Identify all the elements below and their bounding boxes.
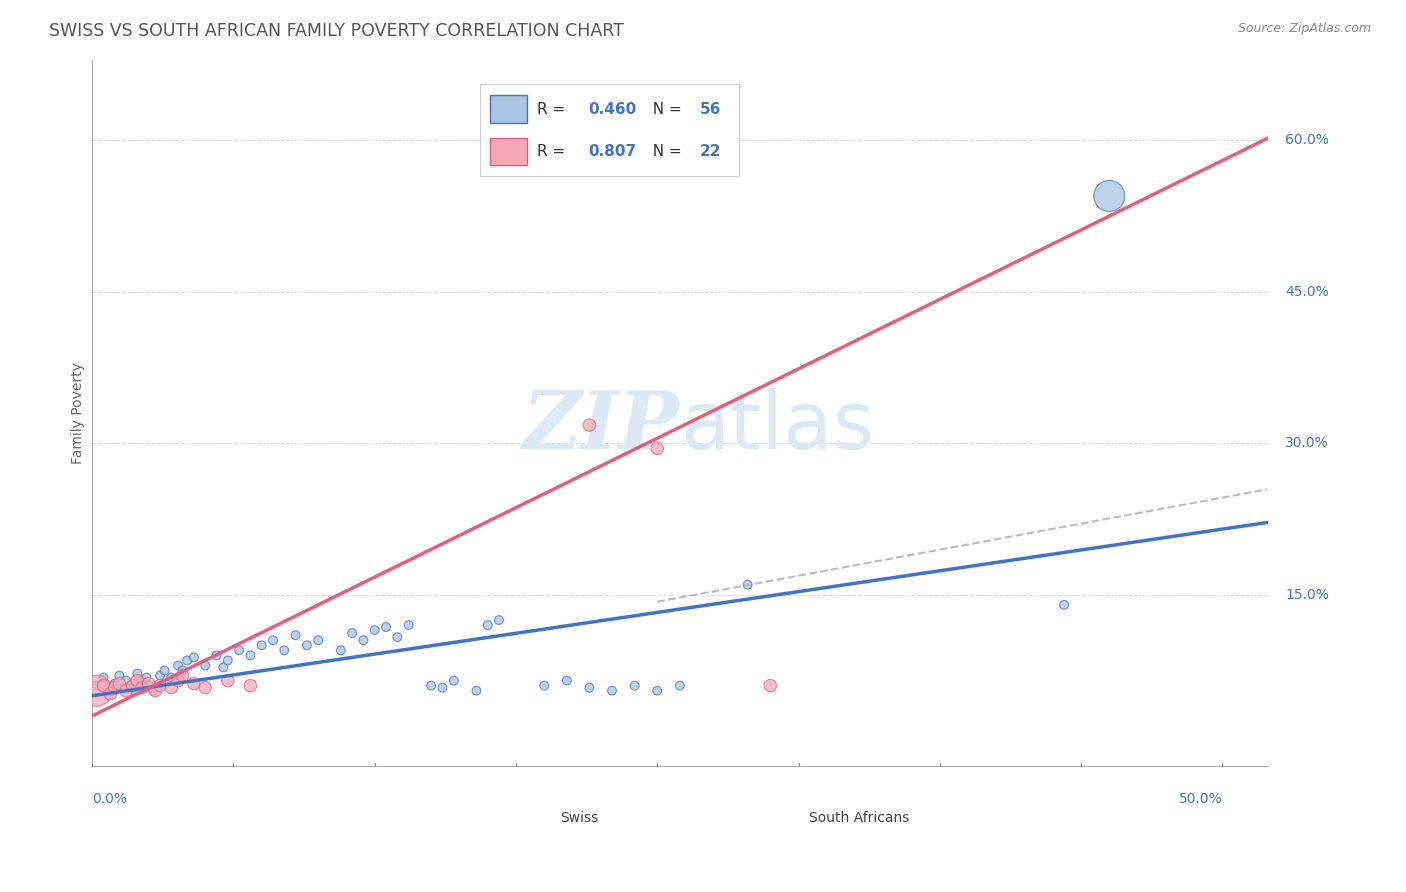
Point: [228, 643, 250, 657]
Point: [578, 418, 600, 433]
Point: [239, 679, 262, 693]
Text: Source: ZipAtlas.com: Source: ZipAtlas.com: [1237, 22, 1371, 36]
Point: [375, 620, 398, 634]
Point: [1098, 189, 1121, 203]
Point: [759, 679, 782, 693]
Point: [172, 668, 194, 682]
Point: [364, 623, 387, 637]
Point: [160, 671, 183, 685]
Text: 30.0%: 30.0%: [1285, 436, 1329, 450]
Point: [205, 648, 228, 663]
Text: atlas: atlas: [681, 388, 875, 467]
Point: [212, 660, 235, 674]
Point: [142, 683, 165, 698]
Point: [115, 683, 138, 698]
Point: [138, 676, 160, 690]
Point: [239, 648, 262, 663]
Point: [340, 626, 363, 640]
Point: [93, 671, 115, 685]
Point: [194, 681, 217, 695]
Point: [273, 643, 295, 657]
Text: South Africans: South Africans: [808, 811, 910, 825]
Point: [398, 618, 420, 632]
Point: [149, 668, 172, 682]
Point: [98, 687, 121, 701]
Text: 15.0%: 15.0%: [1285, 588, 1329, 602]
Point: [669, 679, 692, 693]
Y-axis label: Family Poverty: Family Poverty: [72, 362, 86, 464]
Point: [352, 633, 374, 648]
Point: [533, 679, 555, 693]
Point: [194, 658, 217, 673]
Point: [623, 679, 645, 693]
Point: [97, 681, 120, 695]
Point: [160, 681, 183, 695]
Text: SWISS VS SOUTH AFRICAN FAMILY POVERTY CORRELATION CHART: SWISS VS SOUTH AFRICAN FAMILY POVERTY CO…: [49, 22, 624, 40]
Point: [108, 676, 131, 690]
Point: [284, 628, 307, 642]
Point: [217, 673, 239, 688]
Point: [578, 681, 600, 695]
Point: [217, 653, 239, 667]
Point: [86, 679, 108, 693]
Point: [488, 613, 510, 627]
Text: 60.0%: 60.0%: [1285, 134, 1329, 147]
Point: [250, 638, 273, 652]
Point: [262, 633, 284, 648]
Point: [443, 673, 465, 688]
Point: [131, 673, 153, 688]
Point: [145, 683, 167, 698]
Point: [149, 679, 172, 693]
Point: [167, 673, 190, 688]
Point: [127, 673, 149, 688]
Point: [645, 442, 668, 456]
Point: [555, 673, 578, 688]
Point: [307, 633, 329, 648]
Point: [477, 618, 499, 632]
Point: [645, 683, 668, 698]
Text: 50.0%: 50.0%: [1178, 792, 1222, 805]
Point: [183, 676, 205, 690]
Bar: [759, 809, 800, 827]
Text: 0.0%: 0.0%: [93, 792, 127, 805]
Point: [108, 668, 131, 682]
Point: [295, 638, 318, 652]
Point: [122, 681, 145, 695]
Point: [600, 683, 623, 698]
Point: [329, 643, 352, 657]
Point: [420, 679, 443, 693]
Point: [172, 664, 194, 678]
Point: [104, 676, 127, 690]
Point: [115, 673, 138, 688]
Point: [104, 681, 127, 695]
Bar: [510, 809, 551, 827]
Text: Swiss: Swiss: [560, 811, 599, 825]
Point: [135, 671, 157, 685]
Point: [176, 653, 198, 667]
Point: [167, 658, 190, 673]
Point: [101, 683, 124, 698]
Point: [138, 679, 160, 693]
Point: [465, 683, 488, 698]
Point: [1053, 598, 1076, 612]
Point: [120, 679, 142, 693]
Point: [153, 664, 176, 678]
Point: [86, 683, 108, 698]
Point: [93, 679, 115, 693]
Point: [183, 650, 205, 665]
Point: [127, 666, 149, 681]
Point: [122, 679, 145, 693]
Point: [432, 681, 454, 695]
Point: [737, 577, 759, 591]
Point: [131, 681, 153, 695]
Text: 45.0%: 45.0%: [1285, 285, 1329, 299]
Text: ZIP: ZIP: [523, 388, 681, 466]
Point: [387, 630, 409, 644]
